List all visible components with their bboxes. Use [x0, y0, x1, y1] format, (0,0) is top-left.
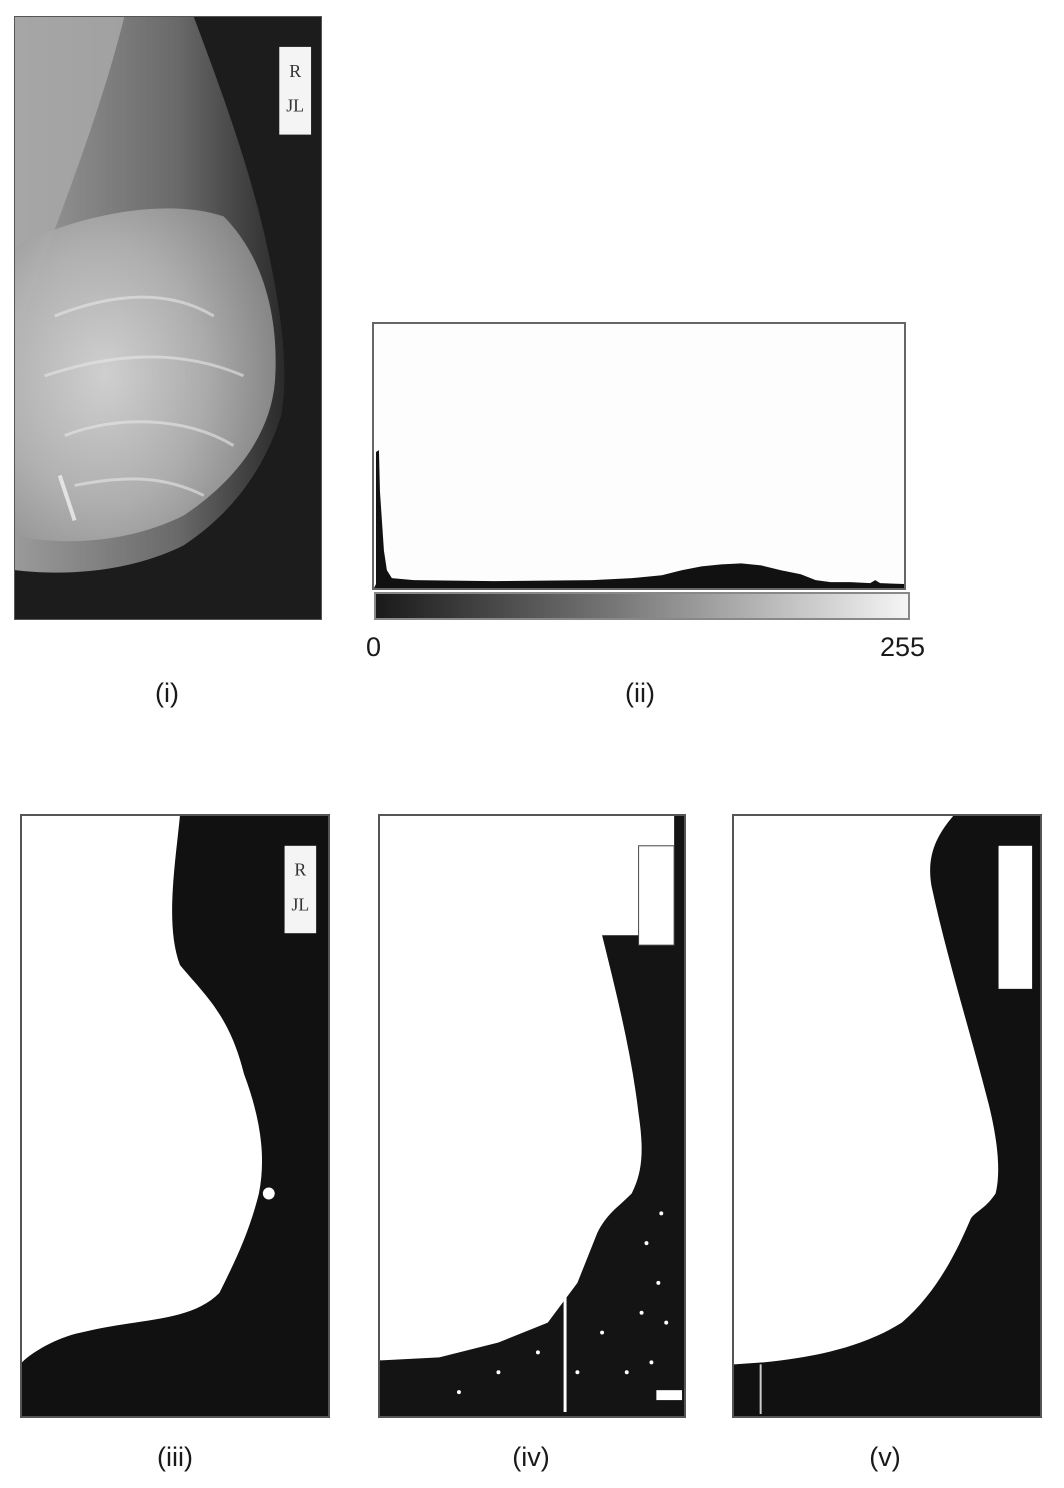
mask-iv: [378, 814, 686, 1418]
caption-i: (i): [155, 678, 179, 708]
mask-iii-marker-line-2: JL: [291, 894, 309, 914]
marker-line-1: R: [289, 61, 301, 81]
histogram-panel: [372, 322, 906, 590]
grayscale-bar: [374, 592, 910, 620]
caption-v: (v): [869, 1442, 901, 1472]
marker-line-2: JL: [286, 96, 304, 116]
mammogram-original-image: R JL: [15, 17, 321, 619]
histogram-x-min: 0: [366, 632, 382, 662]
caption-iii: (iii): [157, 1442, 193, 1472]
mask-iii: R JL: [20, 814, 330, 1418]
mask-iv-image: [380, 816, 684, 1416]
mask-iii-image: R JL: [22, 816, 328, 1416]
mammogram-original: R JL: [14, 16, 322, 620]
mask-iii-marker-line-1: R: [294, 860, 306, 880]
caption-iv: (iv): [512, 1442, 550, 1472]
mask-v: [732, 814, 1042, 1418]
histogram-x-max: 255: [880, 632, 926, 662]
mask-v-image: [734, 816, 1040, 1416]
caption-ii: (ii): [625, 678, 655, 708]
histogram-plot: [374, 324, 904, 588]
